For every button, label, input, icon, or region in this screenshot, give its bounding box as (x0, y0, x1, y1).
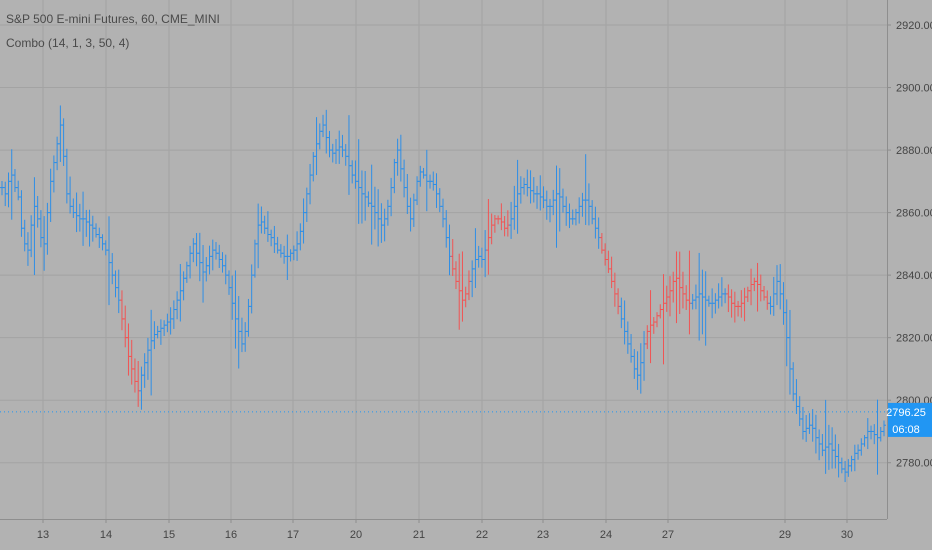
x-tick-label: 21 (413, 529, 425, 541)
indicator-label[interactable]: Combo (14, 1, 3, 50, 4) (6, 36, 129, 50)
y-tick-label: 2840.00 (896, 270, 932, 282)
y-tick-label: 2820.00 (896, 333, 932, 345)
chart-title: S&P 500 E-mini Futures, 60, CME_MINI (6, 12, 220, 26)
ohlc-bars[interactable] (0, 105, 886, 483)
price-axis[interactable] (887, 0, 932, 550)
y-tick-label: 2920.00 (896, 20, 932, 32)
y-tick-label: 2880.00 (896, 145, 932, 157)
x-tick-label: 20 (350, 529, 362, 541)
x-tick-label: 27 (662, 529, 674, 541)
x-tick-label: 24 (600, 529, 612, 541)
x-tick-label: 22 (476, 529, 488, 541)
last-price-badge (888, 402, 932, 437)
bar-countdown-label: 06:08 (892, 424, 920, 436)
y-tick-label: 2860.00 (896, 208, 932, 220)
y-tick-label: 2780.00 (896, 458, 932, 470)
x-tick-label: 29 (779, 529, 791, 541)
x-tick-label: 16 (225, 529, 237, 541)
x-tick-label: 13 (37, 529, 49, 541)
x-tick-label: 30 (841, 529, 853, 541)
last-price-label: 2796.25 (886, 407, 926, 419)
x-tick-label: 17 (287, 529, 299, 541)
x-tick-label: 14 (100, 529, 112, 541)
y-tick-label: 2900.00 (896, 83, 932, 95)
time-axis[interactable] (0, 519, 932, 550)
ohlc-bar[interactable] (882, 420, 886, 437)
x-tick-label: 15 (163, 529, 175, 541)
x-tick-label: 23 (537, 529, 549, 541)
